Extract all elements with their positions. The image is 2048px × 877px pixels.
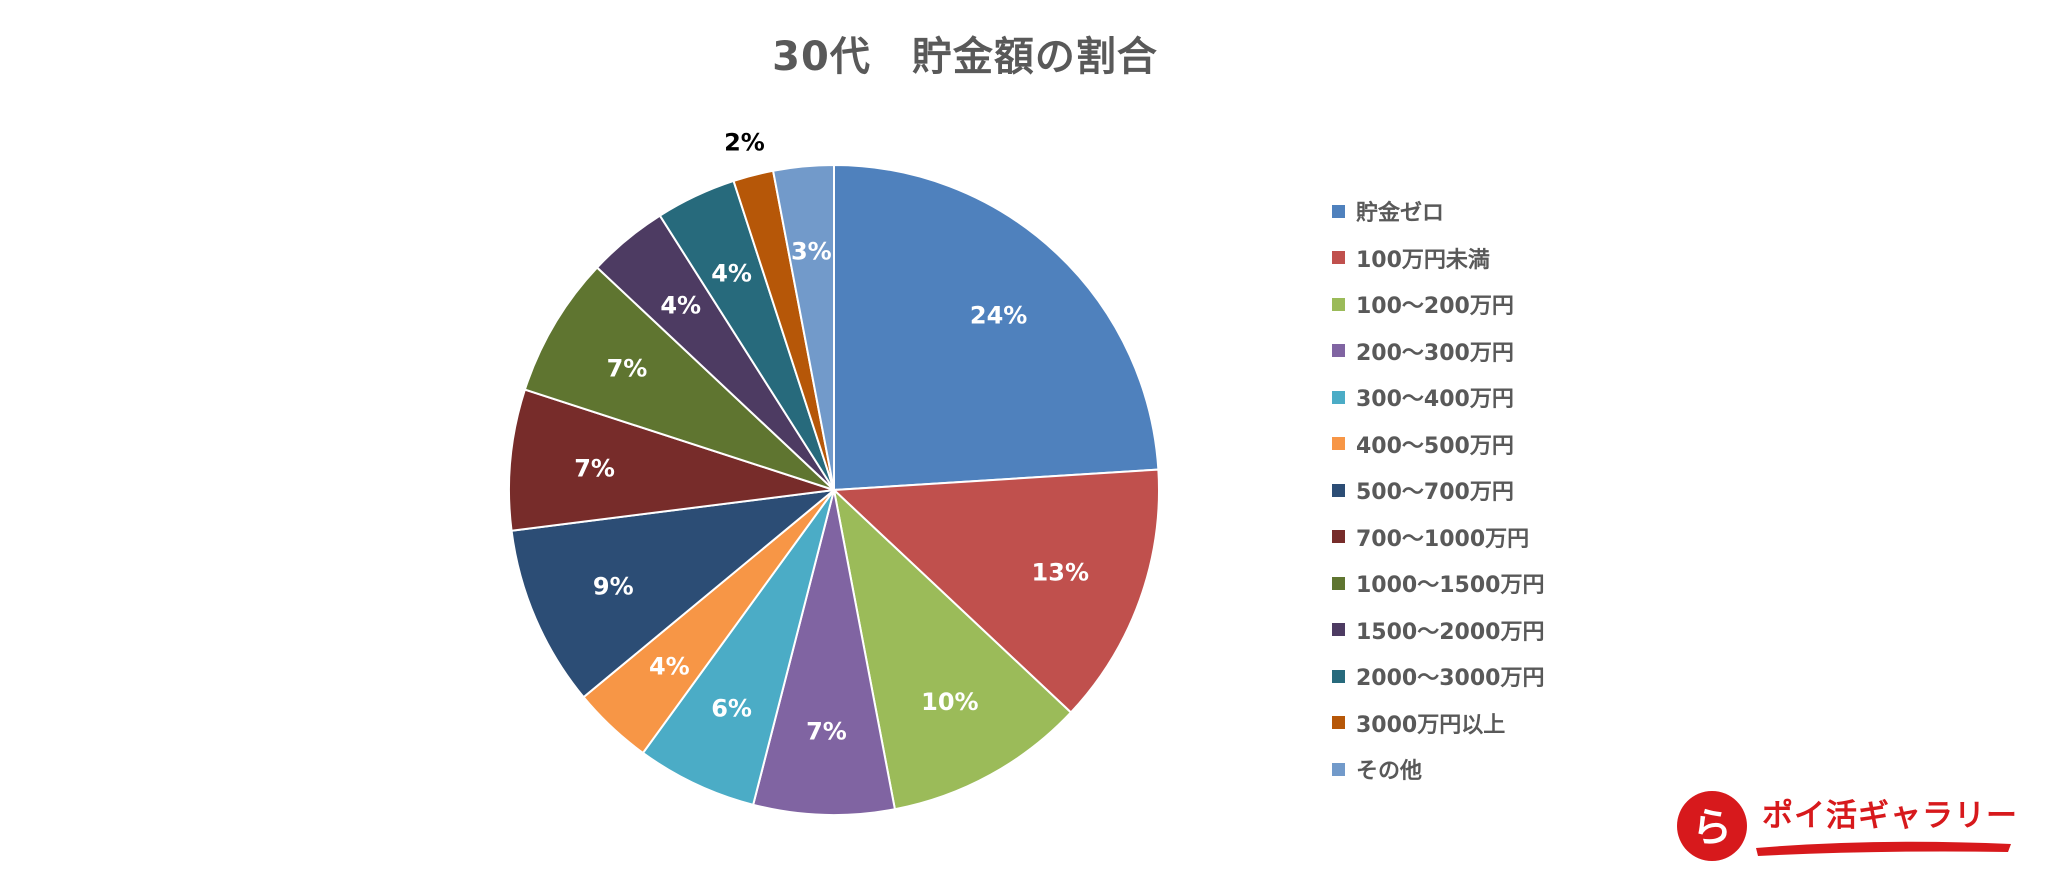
legend-item: 700～1000万円 [1332, 514, 1544, 561]
legend-item: 400～500万円 [1332, 421, 1544, 468]
pie-slice [771, 163, 835, 491]
legend-swatch [1332, 390, 1345, 404]
legend-item: その他 [1332, 746, 1544, 793]
pie-chart: 24% 13% 10% 7% 6% 4% 9% 7% 7% 4% 4% 2% 3% [508, 128, 1160, 816]
legend-swatch [1332, 251, 1345, 265]
data-label: 6% [711, 695, 752, 723]
pie-slice [510, 488, 838, 699]
legend-label: 500～700万円 [1356, 480, 1514, 506]
legend-item: 2000～3000万円 [1332, 653, 1544, 700]
legend-label: 100～200万円 [1356, 294, 1514, 320]
legend-swatch [1332, 204, 1345, 218]
legend-swatch [1332, 716, 1345, 730]
legend-swatch [1332, 762, 1345, 776]
data-label: 9% [593, 573, 634, 601]
legend-swatch [1332, 623, 1345, 637]
data-label: 4% [660, 292, 701, 320]
logo-mark: ら [1677, 791, 2011, 861]
legend-item: 300～400万円 [1332, 374, 1544, 421]
pie-slice [508, 388, 835, 532]
pie-slice [831, 468, 1160, 714]
data-label: 7% [574, 454, 615, 482]
legend-swatch [1332, 576, 1345, 590]
legend-item: 貯金ゼロ [1332, 188, 1544, 235]
legend-item: 500～700万円 [1332, 467, 1544, 514]
legend-item: 1000～1500万円 [1332, 560, 1544, 607]
legend-item: 200～300万円 [1332, 328, 1544, 375]
legend-swatch [1332, 297, 1345, 311]
legend-label: 2000～3000万円 [1356, 666, 1545, 692]
data-label: 2% [724, 128, 765, 156]
legend-item: 100万円未満 [1332, 235, 1544, 282]
svg-text:ら: ら [1692, 805, 1732, 851]
legend-item: 1500～2000万円 [1332, 607, 1544, 654]
chart-legend: 貯金ゼロ 100万円未満 100～200万円 200～300万円 300～400万円 40… [1332, 188, 1544, 793]
data-label: 4% [711, 259, 752, 287]
data-label: 10% [921, 688, 978, 716]
legend-swatch [1332, 344, 1345, 358]
pie-slice [523, 266, 835, 491]
legend-label: その他 [1356, 759, 1423, 785]
data-label: 7% [607, 355, 648, 383]
legend-label: 300～400万円 [1356, 387, 1514, 413]
pie-slice [751, 489, 897, 816]
data-label: 7% [806, 717, 847, 745]
site-logo: ら ポイ活ギャラリー [1676, 786, 2018, 866]
legend-swatch [1332, 483, 1345, 497]
legend-label: 400～500万円 [1356, 433, 1514, 459]
legend-label: 1500～2000万円 [1356, 619, 1545, 645]
pie-slice [641, 489, 835, 807]
legend-item: 100～200万円 [1332, 281, 1544, 328]
data-label: 4% [649, 652, 690, 680]
legend-label: 3000万円以上 [1356, 712, 1506, 738]
legend-label: 1000～1500万円 [1356, 573, 1545, 599]
pie-slice [833, 163, 1160, 492]
data-label: 24% [970, 302, 1027, 330]
legend-swatch [1332, 437, 1345, 451]
logo-brand-text: ポイ活ギャラリー [1762, 798, 2018, 834]
legend-label: 700～1000万円 [1356, 526, 1530, 552]
legend-label: 200～300万円 [1356, 340, 1514, 366]
pie-slice [832, 487, 1073, 811]
chart-title: 30代 貯金額の割合 [772, 34, 1158, 80]
legend-label: 100万円未満 [1356, 247, 1490, 273]
data-label: 13% [1032, 558, 1089, 586]
legend-label: 貯金ゼロ [1356, 201, 1445, 227]
legend-item: 3000万円以上 [1332, 700, 1544, 747]
data-label: 3% [791, 238, 832, 266]
legend-swatch [1332, 530, 1345, 544]
legend-swatch [1332, 669, 1345, 683]
